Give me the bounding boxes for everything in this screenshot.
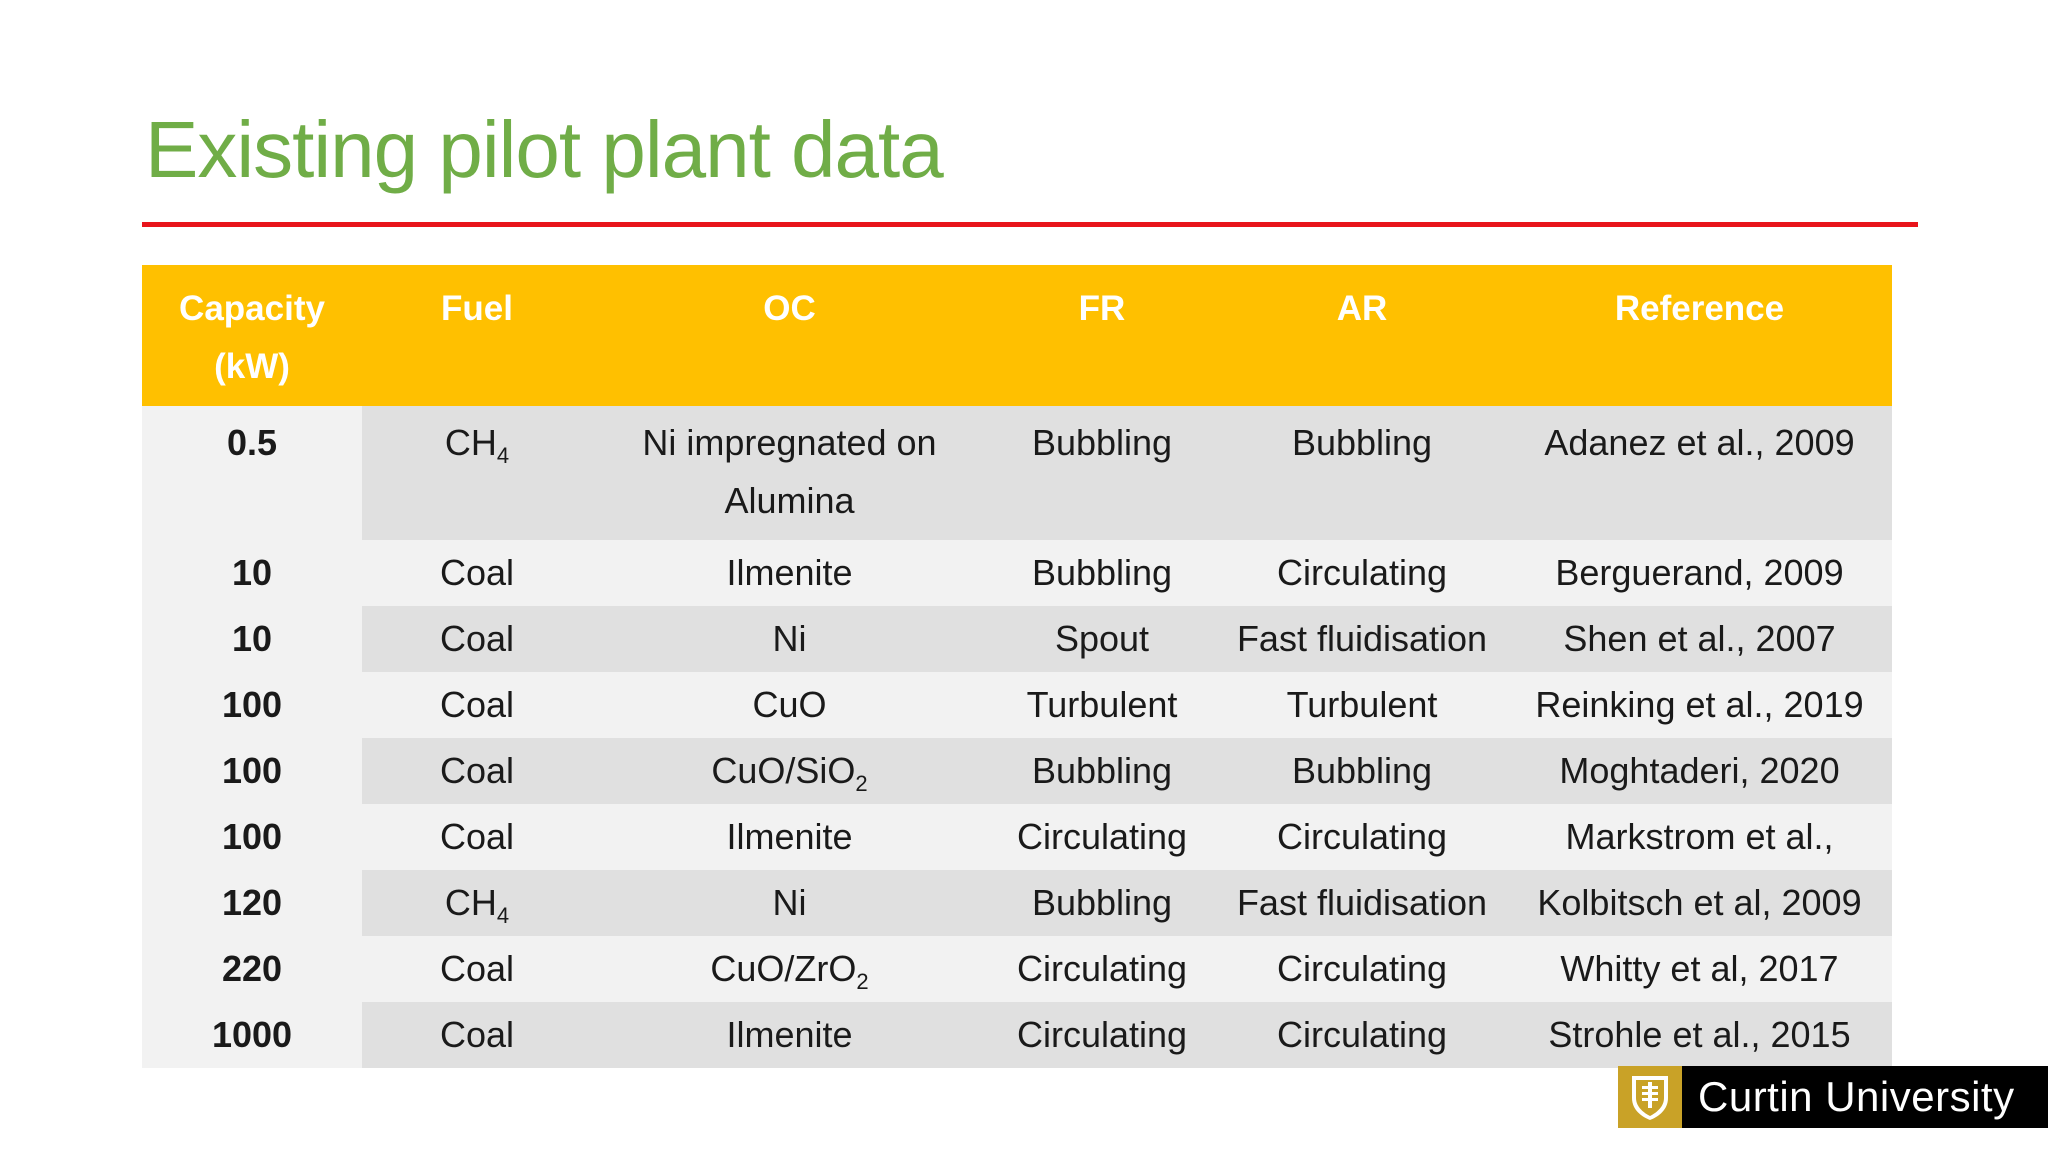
cell-capacity: 100: [142, 804, 362, 870]
table-header-row: Capacity (kW) Fuel OC FR AR Reference: [142, 265, 1892, 406]
cell-fr: Bubbling: [987, 870, 1217, 936]
cell-fuel: Coal: [362, 606, 592, 672]
cell-fr: Circulating: [987, 936, 1217, 1002]
cell-oc: Ilmenite: [592, 540, 987, 606]
cell-capacity: 0.5: [142, 406, 362, 540]
cell-fuel: Coal: [362, 804, 592, 870]
cell-ar: Circulating: [1217, 540, 1507, 606]
cell-ar: Turbulent: [1217, 672, 1507, 738]
title-divider: [142, 222, 1918, 227]
cell-reference: Strohle et al., 2015: [1507, 1002, 1892, 1068]
slide-title: Existing pilot plant data: [145, 105, 944, 194]
cell-reference: Kolbitsch et al, 2009: [1507, 870, 1892, 936]
header-fr: FR: [987, 265, 1217, 406]
cell-capacity: 100: [142, 738, 362, 804]
cell-reference: Moghtaderi, 2020: [1507, 738, 1892, 804]
cell-capacity: 220: [142, 936, 362, 1002]
cell-oc: Ni: [592, 870, 987, 936]
header-fuel: Fuel: [362, 265, 592, 406]
cell-ar: Bubbling: [1217, 406, 1507, 540]
header-capacity: Capacity (kW): [142, 265, 362, 406]
cell-fuel: Coal: [362, 672, 592, 738]
table-row: 100 Coal CuO Turbulent Turbulent Reinkin…: [142, 672, 1892, 738]
header-capacity-unit: (kW): [214, 347, 290, 386]
cell-capacity: 100: [142, 672, 362, 738]
cell-ar: Fast fluidisation: [1217, 606, 1507, 672]
cell-oc: Ni: [592, 606, 987, 672]
cell-fr: Turbulent: [987, 672, 1217, 738]
logo-text: Curtin University: [1698, 1073, 2015, 1120]
cell-fuel: Coal: [362, 936, 592, 1002]
curtin-crest-icon: [1618, 1066, 1682, 1128]
cell-oc: CuO/ZrO2: [592, 936, 987, 1002]
table-row: 10 Coal Ilmenite Bubbling Circulating Be…: [142, 540, 1892, 606]
cell-reference: Reinking et al., 2019: [1507, 672, 1892, 738]
cell-ar: Bubbling: [1217, 738, 1507, 804]
cell-fuel: CH4: [362, 870, 592, 936]
header-ar: AR: [1217, 265, 1507, 406]
cell-reference: Markstrom et al.,: [1507, 804, 1892, 870]
table-row: 100 Coal CuO/SiO2 Bubbling Bubbling Mogh…: [142, 738, 1892, 804]
cell-fr: Spout: [987, 606, 1217, 672]
cell-capacity: 10: [142, 540, 362, 606]
cell-fr: Circulating: [987, 804, 1217, 870]
cell-reference: Berguerand, 2009: [1507, 540, 1892, 606]
cell-reference: Whitty et al, 2017: [1507, 936, 1892, 1002]
cell-capacity: 1000: [142, 1002, 362, 1068]
cell-fuel: CH4: [362, 406, 592, 540]
cell-oc: CuO: [592, 672, 987, 738]
header-capacity-label: Capacity: [179, 289, 325, 328]
cell-fr: Circulating: [987, 1002, 1217, 1068]
cell-fuel: Coal: [362, 1002, 592, 1068]
header-oc: OC: [592, 265, 987, 406]
cell-capacity: 10: [142, 606, 362, 672]
cell-fuel: Coal: [362, 540, 592, 606]
table-row: 100 Coal Ilmenite Circulating Circulatin…: [142, 804, 1892, 870]
table-row: 1000 Coal Ilmenite Circulating Circulati…: [142, 1002, 1892, 1068]
cell-ar: Fast fluidisation: [1217, 870, 1507, 936]
cell-ar: Circulating: [1217, 936, 1507, 1002]
cell-fr: Bubbling: [987, 406, 1217, 540]
table-row: 0.5 CH4 Ni impregnated on Alumina Bubblin…: [142, 406, 1892, 540]
cell-fuel: Coal: [362, 738, 592, 804]
cell-oc: Ilmenite: [592, 1002, 987, 1068]
cell-oc: Ni impregnated on Alumina: [592, 406, 987, 540]
table-row: 120 CH4 Ni Bubbling Fast fluidisation Ko…: [142, 870, 1892, 936]
cell-reference: Shen et al., 2007: [1507, 606, 1892, 672]
header-reference: Reference: [1507, 265, 1892, 406]
cell-fr: Bubbling: [987, 738, 1217, 804]
cell-ar: Circulating: [1217, 1002, 1507, 1068]
cell-capacity: 120: [142, 870, 362, 936]
curtin-university-logo: Curtin University: [1618, 1066, 2048, 1128]
cell-ar: Circulating: [1217, 804, 1507, 870]
table-row: 10 Coal Ni Spout Fast fluidisation Shen …: [142, 606, 1892, 672]
pilot-plant-table: Capacity (kW) Fuel OC FR AR Reference 0.…: [142, 265, 1892, 1068]
cell-reference: Adanez et al., 2009: [1507, 406, 1892, 540]
table-row: 220 Coal CuO/ZrO2 Circulating Circulatin…: [142, 936, 1892, 1002]
cell-oc: Ilmenite: [592, 804, 987, 870]
cell-oc: CuO/SiO2: [592, 738, 987, 804]
cell-fr: Bubbling: [987, 540, 1217, 606]
